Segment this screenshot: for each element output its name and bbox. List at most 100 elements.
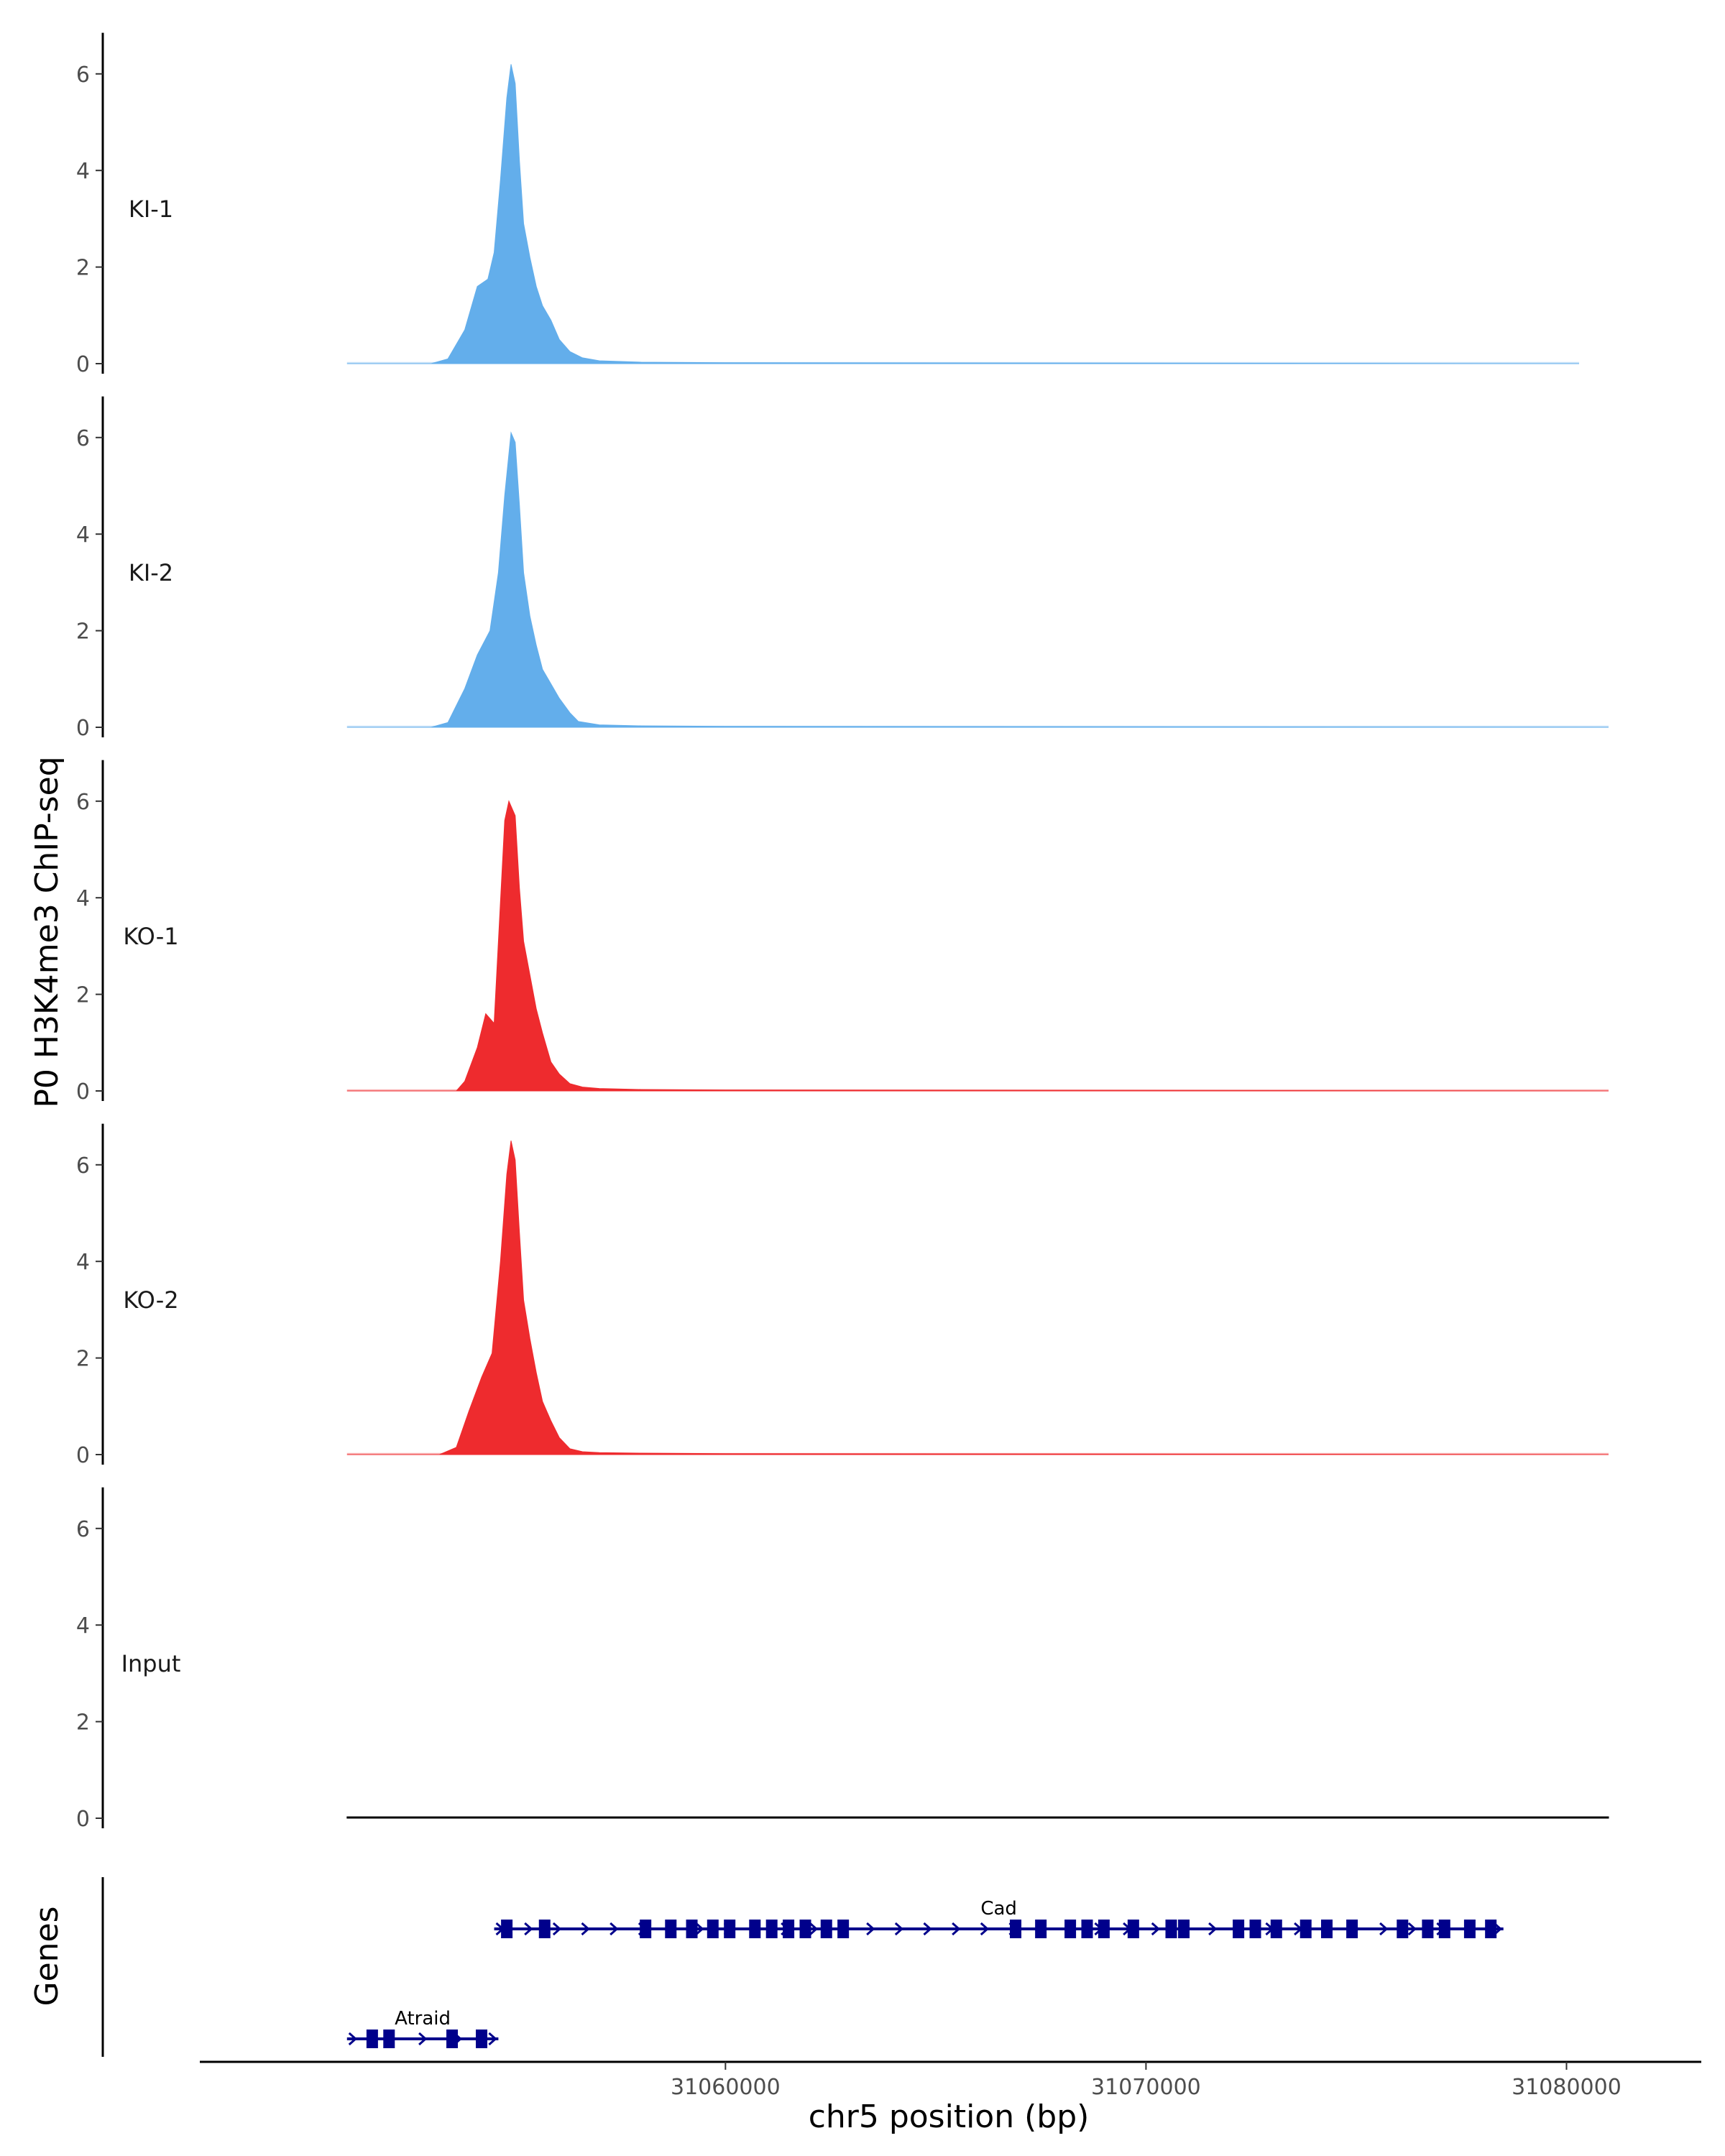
track-input: 0 2 4 6 Input	[76, 1487, 1609, 1832]
strand-arrow	[552, 1922, 562, 1936]
exon-block	[1397, 1920, 1409, 1938]
gene-label: Atraid	[395, 2008, 451, 2030]
chip-seq-tracks: 0 2 4 6 KI-1 0 2 4 6 KI-2 0 2 4 6 KO-1 0 2 4 6 KO-2 0 2 4 6 Inpu…	[76, 32, 1609, 1832]
gene-atraid: Atraid	[346, 2008, 499, 2048]
coverage-area	[346, 800, 1609, 1092]
exon-block	[1127, 1920, 1139, 1938]
exon-block	[446, 2030, 459, 2048]
strand-arrow	[923, 1922, 932, 1936]
track-label: KO-1	[123, 923, 178, 950]
exon-block	[665, 1920, 677, 1938]
y-tick-label: 2	[76, 1347, 90, 1372]
y-tick-label: 2	[76, 983, 90, 1008]
strand-arrow	[488, 2032, 497, 2046]
y-tick-label: 0	[76, 1807, 90, 1832]
y-tick-label: 0	[76, 716, 90, 741]
exon-block	[1463, 1920, 1476, 1938]
y-tick-label: 2	[76, 619, 90, 645]
strand-arrow	[952, 1922, 961, 1936]
strand-arrow	[980, 1922, 990, 1936]
exon-block	[1010, 1920, 1022, 1938]
y-tick-label: 4	[76, 159, 90, 184]
exon-block	[1422, 1920, 1434, 1938]
exon-block	[724, 1920, 736, 1938]
coverage-area	[346, 64, 1580, 364]
strand-arrow	[418, 2032, 428, 2046]
y-tick-label: 6	[76, 1517, 90, 1542]
exon-block	[475, 2030, 487, 2048]
exon-block	[1438, 1920, 1450, 1938]
strand-arrow	[1151, 1922, 1161, 1936]
exon-block	[366, 2030, 378, 2048]
exon-block	[837, 1920, 850, 1938]
gene-cad: Cad	[494, 1898, 1504, 1938]
exon-block	[538, 1920, 551, 1938]
genomic-x-axis: 31060000 31070000 31080000	[200, 2060, 1701, 2100]
exon-block	[820, 1920, 832, 1938]
track-ko-1: 0 2 4 6 KO-1	[76, 760, 1609, 1105]
y-tick-label: 6	[76, 426, 90, 451]
strand-arrow	[1407, 1922, 1417, 1936]
exon-block	[1064, 1920, 1077, 1938]
y-tick-label: 2	[76, 256, 90, 281]
gene-annotation-panel: Cad Atraid	[101, 1877, 1504, 2057]
strand-arrow	[348, 2032, 358, 2046]
x-axis-title: chr5 position (bp)	[809, 2099, 1090, 2135]
exon-block	[1233, 1920, 1245, 1938]
strand-arrow	[1379, 1922, 1389, 1936]
exon-block	[1320, 1920, 1333, 1938]
exon-block	[1165, 1920, 1177, 1938]
gene-label: Cad	[980, 1898, 1017, 1920]
exon-block	[501, 1920, 513, 1938]
strand-arrow	[610, 1922, 619, 1936]
y-tick-label: 0	[76, 1443, 90, 1468]
track-label: KO-2	[123, 1286, 178, 1314]
track-ki-2: 0 2 4 6 KI-2	[76, 396, 1609, 741]
y-tick-label: 0	[76, 352, 90, 377]
coverage-area	[346, 1141, 1609, 1455]
y-axis-title: P0 H3K4me3 ChIP-seq	[29, 756, 65, 1107]
track-label: Input	[121, 1650, 181, 1677]
x-tick-label: 31060000	[671, 2075, 781, 2100]
exon-block	[765, 1920, 778, 1938]
exon-block	[799, 1920, 811, 1938]
exon-block	[1035, 1920, 1047, 1938]
strand-arrow	[894, 1922, 904, 1936]
strand-arrow	[695, 1922, 704, 1936]
y-tick-label: 6	[76, 1153, 90, 1179]
strand-arrow	[866, 1922, 875, 1936]
exon-block	[1178, 1920, 1190, 1938]
exon-block	[1081, 1920, 1093, 1938]
exon-block	[1300, 1920, 1312, 1938]
x-tick-label: 31080000	[1512, 2075, 1622, 2100]
y-tick-label: 4	[76, 1613, 90, 1639]
exon-block	[749, 1920, 761, 1938]
exon-block	[383, 2030, 395, 2048]
y-tick-label: 4	[76, 886, 90, 911]
strand-arrow	[524, 1922, 533, 1936]
track-label: KI-1	[129, 195, 173, 223]
exon-block	[783, 1920, 795, 1938]
exon-block	[1270, 1920, 1282, 1938]
exon-block	[686, 1920, 698, 1938]
coverage-area	[346, 431, 1609, 728]
exon-block	[640, 1920, 652, 1938]
x-tick-label: 31070000	[1091, 2075, 1201, 2100]
exon-block	[1249, 1920, 1261, 1938]
genes-axis-title: Genes	[29, 1906, 65, 2006]
y-tick-label: 0	[76, 1079, 90, 1105]
strand-arrow	[809, 1922, 819, 1936]
y-tick-label: 6	[76, 790, 90, 815]
strand-arrow	[1208, 1922, 1218, 1936]
y-tick-label: 6	[76, 63, 90, 88]
track-ki-1: 0 2 4 6 KI-1	[76, 32, 1580, 377]
strand-arrow	[581, 1922, 590, 1936]
y-tick-label: 2	[76, 1710, 90, 1736]
exon-block	[1346, 1920, 1358, 1938]
track-label: KI-2	[129, 559, 173, 586]
exon-block	[1485, 1920, 1497, 1938]
y-tick-label: 4	[76, 522, 90, 548]
y-tick-label: 4	[76, 1250, 90, 1275]
exon-block	[1098, 1920, 1110, 1938]
